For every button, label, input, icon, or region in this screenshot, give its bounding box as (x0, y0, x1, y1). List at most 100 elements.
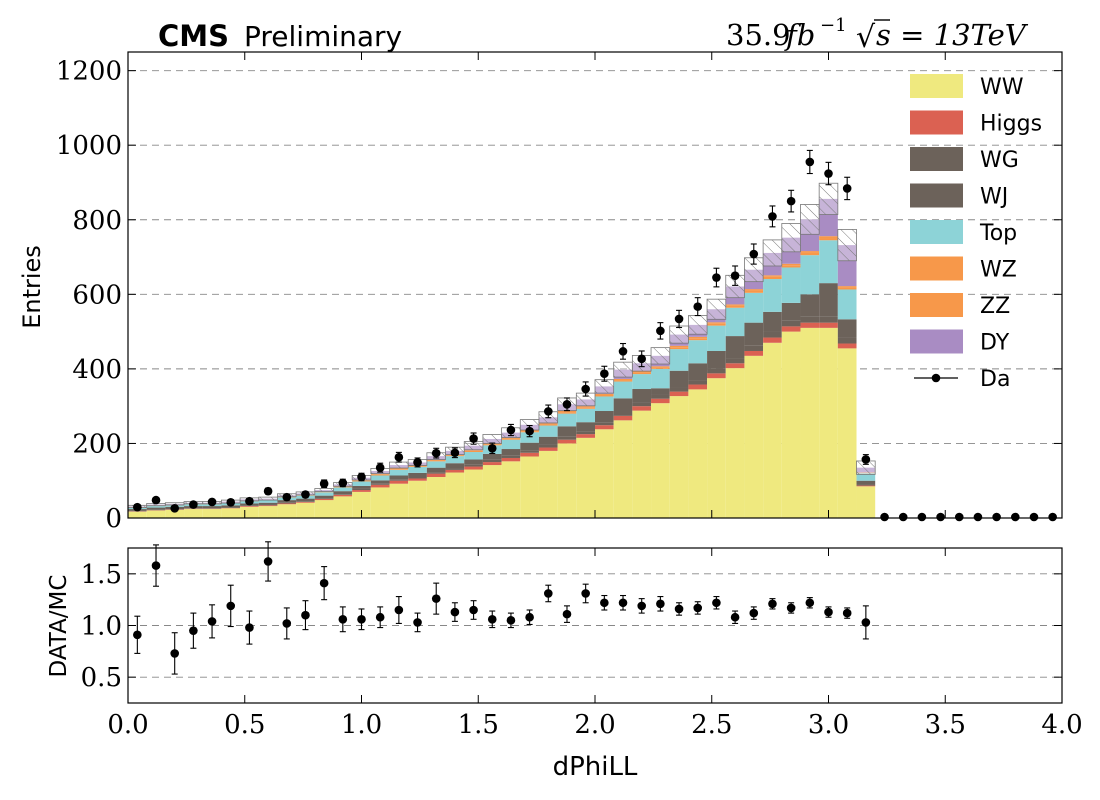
stack-bar-higgs (482, 462, 502, 466)
stack-bar-wj (576, 422, 595, 432)
stack-bar-ww (800, 327, 820, 518)
legend-label: DY (980, 331, 1010, 356)
cms-bold-label: CMS (158, 19, 229, 53)
stack-bar-wg (688, 380, 708, 385)
data-point (525, 426, 534, 436)
ratio-point (656, 599, 665, 609)
stack-bar-ww (277, 504, 297, 518)
ratio-point (394, 605, 404, 615)
uncertainty-box (762, 239, 783, 267)
main-y-tick-label: 1000 (56, 131, 122, 161)
stack-bar-zz (576, 406, 595, 408)
stack-bar-wz (557, 412, 577, 414)
stack-bar-zz (744, 289, 764, 291)
stack-bar-wg (352, 488, 371, 491)
data-point (301, 490, 310, 499)
stack-bar-wg (557, 436, 577, 440)
stack-bar-wj (800, 294, 820, 317)
stack-bar-wz (763, 276, 782, 280)
stack-bar-zz (464, 450, 483, 451)
stack-bar-wg (856, 484, 876, 486)
stack-bar-zz (688, 336, 708, 339)
stack-bar-wz (669, 347, 689, 350)
ratio-point (133, 630, 142, 640)
stack-bar-wg (613, 412, 633, 416)
stack-bar-top (688, 340, 708, 364)
ratio-point (413, 618, 422, 627)
legend-label: ZZ (980, 294, 1010, 319)
main-y-tick-label: 0 (105, 504, 122, 534)
uncertainty-box (688, 315, 708, 335)
stack-bar-higgs (538, 447, 558, 451)
stack-bar-wg (744, 345, 764, 351)
stack-bar-ww (146, 510, 166, 518)
stack-bar-top (426, 461, 446, 468)
data-point (842, 184, 852, 193)
stack-bar-wg (520, 450, 539, 453)
data-point (637, 354, 646, 364)
ratio-y-tick-label: 0.5 (81, 663, 122, 693)
stack-bar-top (445, 456, 465, 464)
data-point (282, 492, 292, 502)
stack-bar-zz (819, 236, 838, 239)
ratio-point (431, 594, 441, 603)
stack-bar-wg (426, 472, 446, 474)
data-point (506, 425, 516, 435)
stack-bar-ww (725, 368, 745, 518)
stack-bar-wj (426, 467, 446, 473)
stack-bar-top (352, 481, 371, 486)
stack-bar-wj (837, 319, 857, 338)
x-tick-label: 4.0 (1041, 710, 1082, 740)
ratio-point (506, 616, 516, 625)
stack-bar-ww (258, 506, 278, 518)
stack-bar-wj (819, 283, 838, 317)
stack-bar-ww (408, 480, 427, 518)
main-y-axis-label: Entries (18, 245, 46, 329)
stack-bar-higgs (520, 452, 539, 457)
stack-bar-higgs (352, 490, 371, 492)
ratio-point (637, 601, 646, 611)
stack-bar-wj (613, 398, 633, 413)
stack-bar-top (632, 374, 652, 390)
stack-bar-zz (632, 371, 652, 373)
stack-bar-ww (482, 465, 502, 518)
stack-bar-wz (426, 460, 446, 462)
stack-bar-wg (707, 368, 726, 374)
stack-bar-higgs (837, 343, 857, 349)
ratio-point (674, 604, 684, 614)
ratio-point (805, 598, 815, 608)
stack-bar-higgs (725, 363, 745, 369)
stack-bar-wj (202, 506, 222, 509)
stack-bar-wz (632, 372, 652, 375)
stack-bar-wg (389, 479, 409, 481)
stack-bar-wz (707, 323, 726, 326)
data-point (656, 326, 665, 336)
ratio-point (749, 608, 759, 618)
cms-preliminary-label: Preliminary (244, 20, 402, 53)
sqrt-s-label: s = 13TeV (876, 18, 1029, 52)
stack-bar-wj (258, 502, 278, 505)
data-point (357, 472, 366, 482)
stack-bar-higgs (258, 505, 278, 507)
data-point (263, 486, 273, 496)
stack-bar-top (837, 289, 857, 320)
stack-bar-ww (819, 327, 838, 518)
stack-bar-wj (781, 302, 801, 321)
stack-bar-higgs (707, 373, 726, 379)
main-x-ticks (127, 52, 1063, 518)
data-point (712, 273, 721, 282)
lumi-unit: fb (784, 18, 815, 52)
x-tick-label: 3.5 (925, 710, 966, 740)
main-y-tick-label: 800 (72, 206, 122, 236)
ratio-point (618, 598, 628, 608)
stack-bar-wg (725, 358, 745, 364)
data-point (1011, 512, 1020, 522)
stack-bar-wj (389, 475, 409, 480)
data-point (674, 314, 684, 324)
ratio-point (170, 649, 179, 658)
stack-bar-ww (501, 461, 521, 518)
stack-bar-wg (632, 402, 652, 407)
data-point (562, 399, 572, 409)
stack-bar-wz (837, 287, 857, 290)
data-point (824, 169, 833, 178)
